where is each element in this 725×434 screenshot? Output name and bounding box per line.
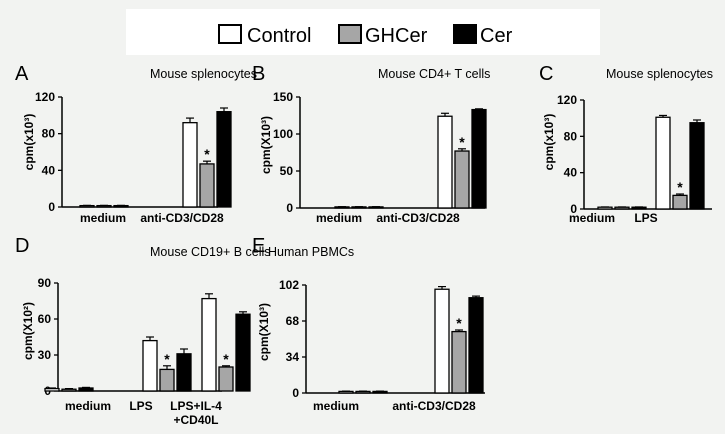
category-label: anti-CD3/CD28 <box>392 399 476 413</box>
bar-control <box>437 115 453 209</box>
category-label: LPS <box>129 399 152 413</box>
y-tick-label: 0 <box>570 202 577 216</box>
panel-letter-d: D <box>15 235 29 257</box>
y-tick-label: 40 <box>564 166 578 180</box>
y-tick-label: 0 <box>286 201 293 215</box>
y-axis-label: cpm(X10³) <box>257 303 271 361</box>
category-label: medium <box>65 399 111 413</box>
panel-title: Human PBMCs <box>268 245 354 259</box>
bar-control <box>44 387 60 392</box>
significance-star: * <box>456 315 462 331</box>
legend-label-cer: Cer <box>480 25 513 47</box>
panel-letter-e: E <box>252 235 265 257</box>
y-tick-label: 80 <box>564 129 578 143</box>
y-tick-label: 34 <box>286 350 300 364</box>
bar-cer <box>216 111 232 208</box>
significance-star: * <box>164 351 170 367</box>
significance-star: * <box>677 179 683 195</box>
y-tick-label: 68 <box>286 314 300 328</box>
legend-label-ghcer: GHCer <box>365 25 428 47</box>
category-label: medium <box>80 211 126 225</box>
bar-cer <box>468 297 484 394</box>
y-tick-label: 50 <box>280 164 294 178</box>
bar-ghcer <box>454 150 470 209</box>
category-label: anti-CD3/CD28 <box>140 211 224 225</box>
y-tick-label: 120 <box>557 93 577 107</box>
y-tick-label: 100 <box>273 127 293 141</box>
bar-ghcer <box>61 388 77 392</box>
y-tick-label: 0 <box>48 200 55 214</box>
panel-e: E Human PBMCs cpm(X10³) 0 34 68 102 * medium anti… <box>252 235 485 413</box>
bar-cer <box>235 313 251 392</box>
panel-letter-b: B <box>252 63 265 85</box>
category-label: LPS <box>634 211 657 225</box>
y-axis-label: cpm(X10³) <box>259 116 273 174</box>
bar-cer <box>689 122 705 210</box>
bar-ghcer <box>159 368 175 392</box>
panel-title: Mouse CD19+ B cells <box>150 245 271 259</box>
significance-star: * <box>204 146 210 162</box>
y-tick-label: 120 <box>35 90 55 104</box>
y-tick-label: 150 <box>273 90 293 104</box>
y-tick-label: 60 <box>38 312 52 326</box>
bar-cer <box>176 353 192 392</box>
significance-star: * <box>459 134 465 150</box>
y-tick-label: 40 <box>42 163 56 177</box>
legend-swatch-cer <box>453 24 477 44</box>
legend-box <box>126 9 600 55</box>
category-label: anti-CD3/CD28 <box>376 211 460 225</box>
legend-swatch-control <box>218 24 242 44</box>
panel-b: B Mouse CD4+ T cells cpm(X10³) 0 50 100 150 * me… <box>252 63 490 225</box>
y-tick-label: 102 <box>279 278 299 292</box>
bar-cer <box>78 387 94 392</box>
y-tick-label: 30 <box>38 348 52 362</box>
bar-control <box>182 122 198 208</box>
legend: Control GHCer Cer <box>218 24 513 47</box>
bar-ghcer <box>199 163 215 208</box>
y-tick-label: 0 <box>292 386 299 400</box>
y-axis-label: cpm(x10³) <box>542 114 556 171</box>
legend-swatch-ghcer <box>338 24 362 44</box>
panel-a: A Mouse splenocytes cpm(x10³) 0 40 80 120 * medi… <box>15 63 257 225</box>
bar-control <box>201 297 217 392</box>
panel-title: Mouse splenocytes <box>150 67 257 81</box>
bar-cer <box>471 108 487 209</box>
panel-letter-c: C <box>539 63 553 85</box>
bar-control <box>142 339 158 392</box>
significance-star: * <box>223 351 229 367</box>
panel-title: Mouse CD4+ T cells <box>378 67 490 81</box>
legend-label-control: Control <box>247 25 311 47</box>
bar-ghcer <box>218 366 234 392</box>
bar-ghcer <box>451 330 467 394</box>
bar-control <box>434 288 450 394</box>
category-label: LPS+IL-4 <box>170 399 222 413</box>
y-axis-label: cpm(X10²) <box>21 302 35 360</box>
category-label: medium <box>313 399 359 413</box>
panel-letter-a: A <box>15 63 29 85</box>
category-label: medium <box>316 211 362 225</box>
y-axis-label: cpm(x10³) <box>22 114 36 171</box>
y-tick-label: 80 <box>42 127 56 141</box>
bar-ghcer <box>672 194 688 210</box>
category-label: +CD40L <box>173 413 218 427</box>
panel-title: Mouse splenocytes <box>606 67 713 81</box>
y-tick-label: 90 <box>38 276 52 290</box>
category-label: medium <box>569 211 615 225</box>
panel-c: C Mouse splenocytes cpm(x10³) 0 40 80 120 * medi… <box>539 63 713 225</box>
bar-control <box>655 116 671 210</box>
